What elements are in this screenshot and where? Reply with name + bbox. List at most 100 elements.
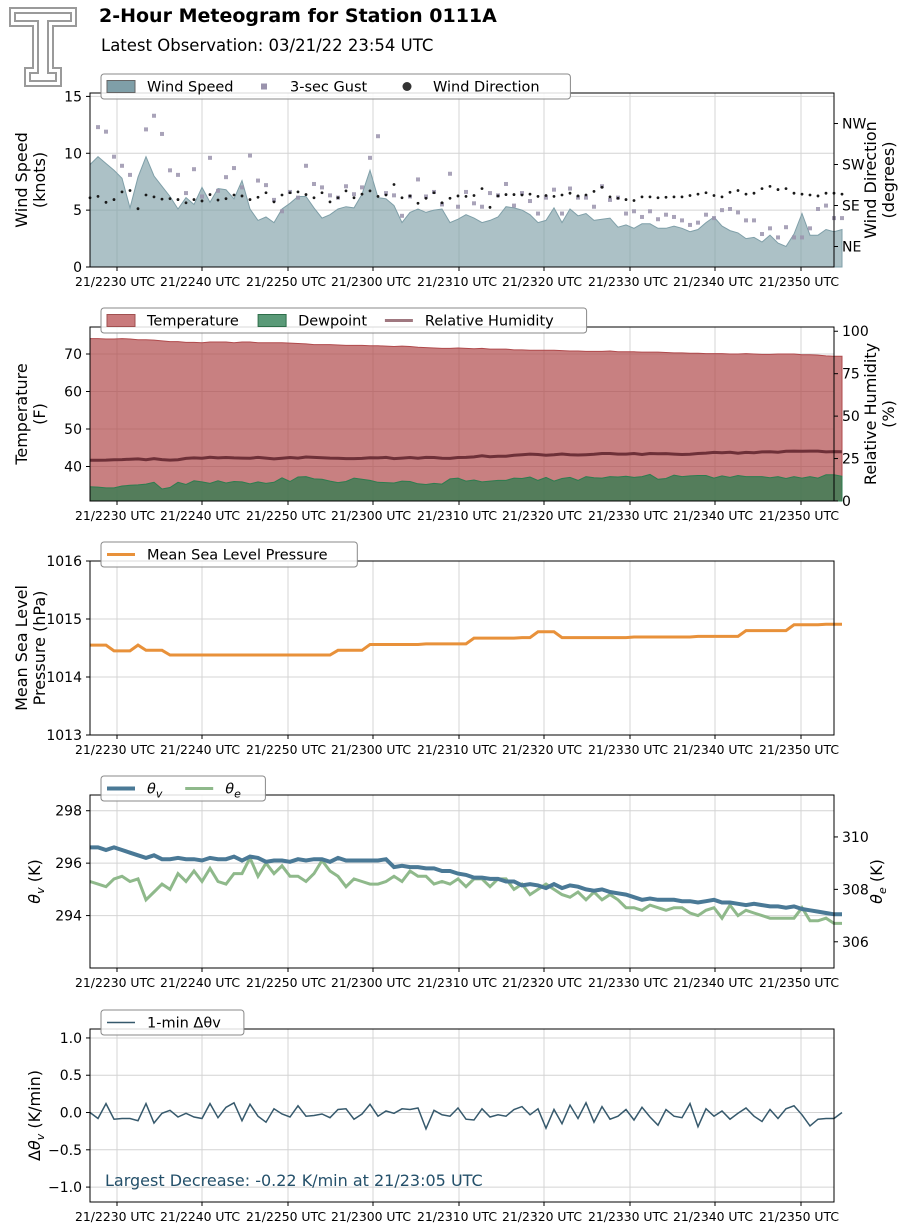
gust-point xyxy=(760,232,764,237)
wind-direction-point xyxy=(264,191,268,195)
x-tick-label: 21/2300 UTC xyxy=(331,742,411,757)
y-tick-label-right: 310 xyxy=(842,830,869,846)
y-axis-label: Δθv (K/min) xyxy=(25,1070,47,1161)
y-tick-label: 1015 xyxy=(46,612,82,628)
gust-point xyxy=(736,210,740,215)
gust-point xyxy=(376,134,380,139)
wind-direction-point xyxy=(664,195,668,199)
gust-point xyxy=(240,185,244,190)
y-tick-label: 10 xyxy=(64,146,82,162)
wind-direction-point xyxy=(480,187,484,191)
gust-point xyxy=(328,193,332,198)
y-tick-label: 1.0 xyxy=(60,1031,82,1047)
gust-point xyxy=(384,191,388,196)
wind-direction-point xyxy=(608,195,612,199)
y-tick-label: 1014 xyxy=(46,670,82,686)
gust-point xyxy=(688,222,692,227)
wind-direction-point xyxy=(776,188,780,191)
gust-point xyxy=(576,195,580,200)
y-tick-label: 1013 xyxy=(46,728,82,744)
gust-point xyxy=(560,211,564,216)
gust-point xyxy=(656,217,660,222)
wind-direction-point xyxy=(488,205,492,209)
wind-speed-area xyxy=(89,155,843,268)
x-tick-label: 21/2240 UTC xyxy=(160,975,240,990)
x-tick-label: 21/2320 UTC xyxy=(502,742,582,757)
wind-direction-point xyxy=(472,194,476,197)
y-tick-label: 296 xyxy=(55,856,82,872)
gust-point xyxy=(232,166,236,171)
gust-point xyxy=(400,213,404,218)
gust-point xyxy=(728,207,732,211)
y-tick-label: 60 xyxy=(64,385,82,401)
gust-point xyxy=(112,154,116,159)
gust-point xyxy=(104,129,108,134)
wind-direction-point xyxy=(616,196,620,200)
y-axis-label-right: (%) xyxy=(879,400,898,428)
wind-direction-point xyxy=(592,189,596,193)
gust-point xyxy=(768,226,772,231)
y-tick-label: 40 xyxy=(64,460,82,476)
wind-direction-point xyxy=(224,197,228,201)
wind-direction-point xyxy=(392,183,396,186)
x-tick-label: 21/2320 UTC xyxy=(502,508,582,523)
y-axis-label: θv (K) xyxy=(25,859,47,903)
wind-direction-point xyxy=(440,201,444,205)
gust-point xyxy=(280,209,284,214)
theta-e-line xyxy=(89,854,842,925)
wind-direction-point xyxy=(464,194,468,198)
y-axis-label-right: θe (K) xyxy=(867,859,889,904)
wind-direction-point xyxy=(376,194,380,198)
gust-point xyxy=(544,195,548,200)
wind-direction-point xyxy=(240,194,244,198)
wind-direction-point xyxy=(600,185,604,189)
gust-point xyxy=(440,202,444,207)
y-axis-label-right: Wind Direction xyxy=(861,121,880,239)
gust-point xyxy=(664,212,668,217)
gust-point xyxy=(488,191,492,196)
x-tick-label: 21/2300 UTC xyxy=(331,975,411,990)
legend-label: Wind Speed xyxy=(147,80,234,96)
x-tick-label: 21/2340 UTC xyxy=(673,1209,753,1224)
pressure-line xyxy=(90,622,842,657)
legend-box xyxy=(100,541,358,568)
wind-direction-point xyxy=(784,187,788,191)
gust-point xyxy=(824,203,828,208)
y-tick-label-right: 0 xyxy=(842,494,851,510)
x-tick-label: 21/2320 UTC xyxy=(502,975,582,990)
gust-point xyxy=(792,235,796,240)
relative-humidity-line xyxy=(90,449,843,462)
page-subtitle: Latest Observation: 03/21/22 23:54 UTC xyxy=(101,36,434,55)
wind-direction-point xyxy=(408,194,412,198)
gust-point xyxy=(456,204,460,209)
wind-direction-point xyxy=(336,196,340,200)
wind-direction-point xyxy=(200,199,204,203)
x-tick-label: 21/2340 UTC xyxy=(673,975,753,990)
legend-label: θv xyxy=(147,782,163,801)
gust-point xyxy=(608,197,612,202)
x-tick-label: 21/2300 UTC xyxy=(331,274,411,289)
wind-direction-point xyxy=(560,193,564,197)
gust-point xyxy=(480,204,484,209)
wind-direction-point xyxy=(816,194,820,198)
gust-point xyxy=(816,207,820,211)
wind-direction-point xyxy=(192,198,196,201)
legend-box xyxy=(100,775,266,802)
wind-direction-point xyxy=(648,195,652,199)
y-tick-label: 294 xyxy=(55,909,82,925)
gust-point xyxy=(224,175,228,180)
x-tick-label: 21/2320 UTC xyxy=(502,1209,582,1224)
wind-direction-point xyxy=(216,198,220,202)
gust-point xyxy=(536,211,540,216)
wind-direction-point xyxy=(168,197,172,201)
wind-direction-point xyxy=(104,200,108,204)
gust-point xyxy=(800,235,804,240)
x-tick-label: 21/2330 UTC xyxy=(588,274,668,289)
y-tick-label-right: 306 xyxy=(842,935,869,951)
y-tick-label-right: 50 xyxy=(842,409,860,425)
wind-direction-point xyxy=(296,190,300,194)
wind-direction-point xyxy=(808,193,812,197)
legend-swatch xyxy=(106,314,136,327)
legend-label: Wind Direction xyxy=(433,80,540,96)
chart-temperature: 21/2230 UTC 21/2240 UTC 21/2250 UTC 21/2300… xyxy=(12,307,898,523)
